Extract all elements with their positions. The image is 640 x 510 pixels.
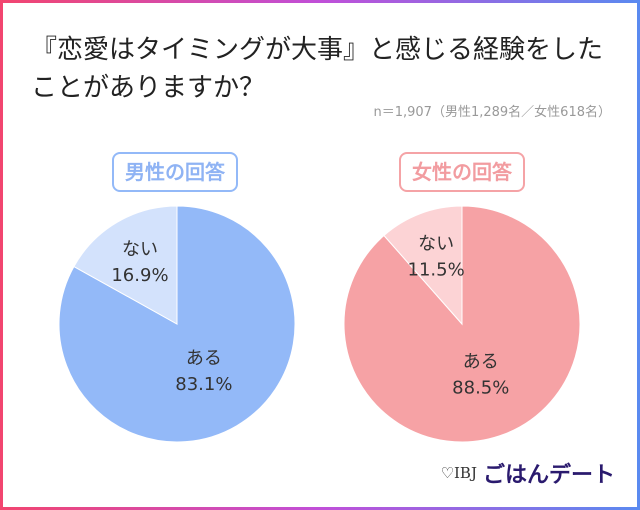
pie-slice-1-1	[383, 205, 463, 326]
gohan-date-logo: ごはんデート	[482, 463, 615, 488]
female-chart-title: 女性の回答	[399, 152, 525, 192]
ibj-logo: ♡IBJ	[440, 464, 477, 482]
logo: ♡IBJ ごはんデート	[441, 457, 615, 489]
slice-category-label: ない	[122, 239, 158, 260]
pie-slice-0-1	[73, 205, 178, 325]
slice-category-label: ない	[418, 234, 454, 255]
slice-percent-label: 88.5%	[452, 378, 509, 399]
page-title: 『恋愛はタイミングが大事』と感じる経験をしたことがありますか？	[31, 35, 604, 103]
slice-percent-label: 83.1%	[175, 374, 232, 395]
card: 『恋愛はタイミングが大事』と感じる経験をしたことがありますか？ n＝1,907（…	[3, 3, 637, 507]
male-chart-title: 男性の回答	[112, 152, 238, 192]
slice-percent-label: 16.9%	[111, 265, 168, 286]
slice-category-label: ある	[463, 352, 499, 373]
sample-size-note: n＝1,907（男性1,289名／女性618名）	[373, 105, 612, 120]
slice-category-label: ある	[186, 348, 222, 369]
slice-percent-label: 11.5%	[408, 260, 465, 281]
pie-charts: ある 83.1% ない 16.9% ある 88.5% ない 11.5%	[58, 205, 581, 443]
